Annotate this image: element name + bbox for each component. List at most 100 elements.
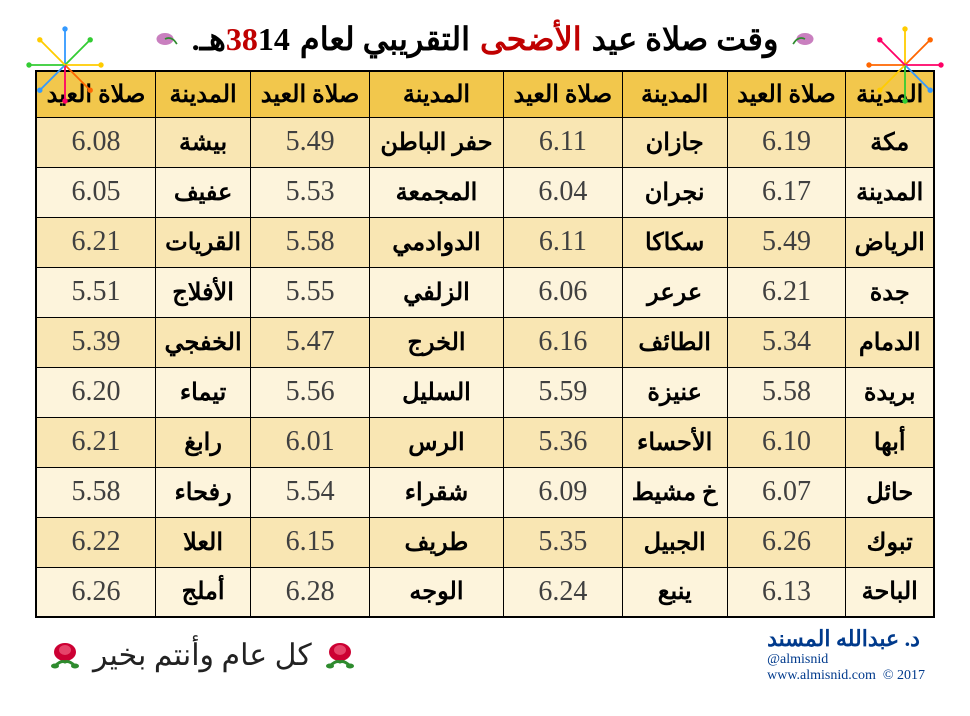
time-cell: 6.22: [36, 517, 156, 567]
city-cell: عرعر: [622, 267, 727, 317]
time-cell: 5.56: [251, 367, 370, 417]
col-header-time: صلاة العيد: [503, 71, 622, 117]
city-cell: الدوادمي: [370, 217, 504, 267]
time-cell: 6.16: [503, 317, 622, 367]
title-year: 3814هـ.: [192, 20, 290, 58]
col-header-city: المدينة: [156, 71, 251, 117]
time-cell: 6.11: [503, 217, 622, 267]
city-cell: الأحساء: [622, 417, 727, 467]
city-cell: الزلفي: [370, 267, 504, 317]
table-row: أبها6.10الأحساء5.36الرس6.01رابغ6.21: [36, 417, 934, 467]
city-cell: المدينة: [846, 167, 934, 217]
footer-credits: د. عبدالله المسند @almisnid www.almisnid…: [767, 626, 925, 684]
table-row: بريدة5.58عنيزة5.59السليل5.56تيماء6.20: [36, 367, 934, 417]
city-cell: حفر الباطن: [370, 117, 504, 167]
greeting-text: كل عام وأنتم بخير: [93, 638, 312, 673]
city-cell: جازان: [622, 117, 727, 167]
table-row: جدة6.21عرعر6.06الزلفي5.55الأفلاج5.51: [36, 267, 934, 317]
col-header-time: صلاة العيد: [251, 71, 370, 117]
city-cell: رابغ: [156, 417, 251, 467]
city-cell: القريات: [156, 217, 251, 267]
city-cell: ينبع: [622, 567, 727, 617]
col-header-city: المدينة: [622, 71, 727, 117]
city-cell: الأفلاج: [156, 267, 251, 317]
city-cell: الوجه: [370, 567, 504, 617]
time-cell: 5.58: [727, 367, 846, 417]
ornament-icon: [148, 28, 182, 50]
city-cell: الدمام: [846, 317, 934, 367]
table-row: الرياض5.49سكاكا6.11الدوادمي5.58القريات6.…: [36, 217, 934, 267]
city-cell: عفيف: [156, 167, 251, 217]
city-cell: السليل: [370, 367, 504, 417]
author-handle: @almisnid: [767, 652, 925, 668]
col-header-city: المدينة: [370, 71, 504, 117]
table-row: مكة6.19جازان6.11حفر الباطن5.49بيشة6.08: [36, 117, 934, 167]
time-cell: 6.21: [36, 217, 156, 267]
time-cell: 5.54: [251, 467, 370, 517]
time-cell: 5.58: [36, 467, 156, 517]
city-cell: بيشة: [156, 117, 251, 167]
prayer-times-table: المدينةصلاة العيدالمدينةصلاة العيدالمدين…: [35, 70, 935, 618]
ornament-icon: [788, 28, 822, 50]
table-row: تبوك6.26الجبيل5.35طريف6.15العلا6.22: [36, 517, 934, 567]
city-cell: تبوك: [846, 517, 934, 567]
time-cell: 6.04: [503, 167, 622, 217]
city-cell: العلا: [156, 517, 251, 567]
time-cell: 6.21: [36, 417, 156, 467]
city-cell: خ مشيط: [622, 467, 727, 517]
city-cell: الخرج: [370, 317, 504, 367]
time-cell: 6.10: [727, 417, 846, 467]
time-cell: 6.01: [251, 417, 370, 467]
time-cell: 6.26: [727, 517, 846, 567]
col-header-time: صلاة العيد: [727, 71, 846, 117]
page-title: وقت صلاة عيد الأضحى التقريبي لعام 3814هـ…: [35, 20, 935, 58]
time-cell: 6.11: [503, 117, 622, 167]
table-row: الباحة6.13ينبع6.24الوجه6.28أملج6.26: [36, 567, 934, 617]
time-cell: 6.06: [503, 267, 622, 317]
city-cell: جدة: [846, 267, 934, 317]
time-cell: 5.35: [503, 517, 622, 567]
time-cell: 6.24: [503, 567, 622, 617]
table-row: الدمام5.34الطائف6.16الخرج5.47الخفجي5.39: [36, 317, 934, 367]
time-cell: 5.53: [251, 167, 370, 217]
city-cell: عنيزة: [622, 367, 727, 417]
time-cell: 5.58: [251, 217, 370, 267]
city-cell: حائل: [846, 467, 934, 517]
time-cell: 5.39: [36, 317, 156, 367]
city-cell: أبها: [846, 417, 934, 467]
time-cell: 6.15: [251, 517, 370, 567]
time-cell: 6.20: [36, 367, 156, 417]
rose-icon: [320, 638, 360, 672]
city-cell: سكاكا: [622, 217, 727, 267]
time-cell: 5.51: [36, 267, 156, 317]
city-cell: الجبيل: [622, 517, 727, 567]
city-cell: الطائف: [622, 317, 727, 367]
city-cell: طريف: [370, 517, 504, 567]
author-site: www.almisnid.com: [767, 668, 876, 683]
time-cell: 5.34: [727, 317, 846, 367]
time-cell: 5.36: [503, 417, 622, 467]
rose-icon: [45, 638, 85, 672]
table-row: حائل6.07خ مشيط6.09شقراء5.54رفحاء5.58: [36, 467, 934, 517]
city-cell: الخفجي: [156, 317, 251, 367]
time-cell: 6.13: [727, 567, 846, 617]
time-cell: 5.49: [727, 217, 846, 267]
time-cell: 5.59: [503, 367, 622, 417]
time-cell: 5.55: [251, 267, 370, 317]
city-cell: نجران: [622, 167, 727, 217]
time-cell: 6.21: [727, 267, 846, 317]
table-row: المدينة6.17نجران6.04المجمعة5.53عفيف6.05: [36, 167, 934, 217]
copyright: © 2017: [883, 668, 925, 683]
author-name: د. عبدالله المسند: [767, 626, 925, 652]
time-cell: 6.09: [503, 467, 622, 517]
firework-icon: [860, 20, 950, 110]
footer-greeting: كل عام وأنتم بخير: [45, 638, 360, 673]
table-header-row: المدينةصلاة العيدالمدينةصلاة العيدالمدين…: [36, 71, 934, 117]
city-cell: مكة: [846, 117, 934, 167]
title-highlight: الأضحى: [480, 20, 582, 58]
time-cell: 6.05: [36, 167, 156, 217]
city-cell: الباحة: [846, 567, 934, 617]
city-cell: تيماء: [156, 367, 251, 417]
city-cell: الرس: [370, 417, 504, 467]
city-cell: بريدة: [846, 367, 934, 417]
